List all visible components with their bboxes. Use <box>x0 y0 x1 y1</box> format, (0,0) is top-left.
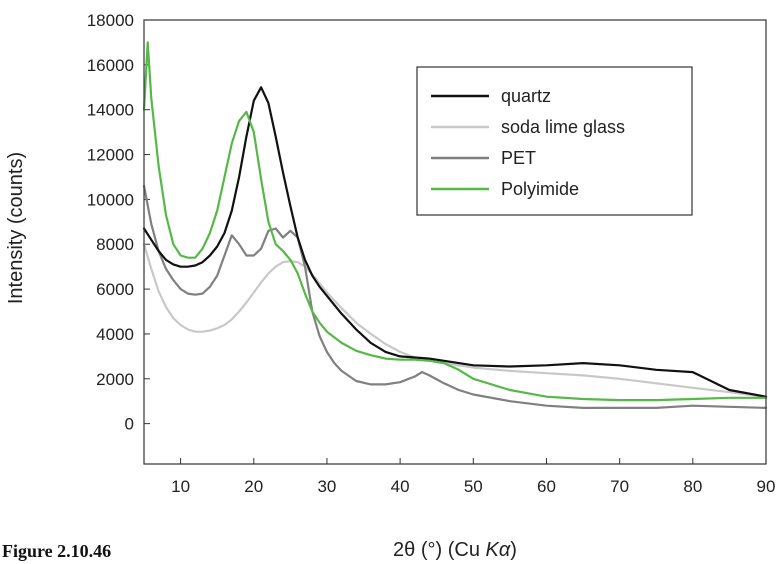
x-tick-label-20: 20 <box>244 477 263 496</box>
series-line-quartz <box>142 86 768 398</box>
y-tick-label-6000: 6000 <box>96 280 134 299</box>
y-tick-label-12000: 12000 <box>87 146 134 165</box>
legend-box <box>416 66 693 216</box>
series-line-soda-lime-glass <box>142 243 768 398</box>
x-axis-label-part-1: 2θ (°) (Cu <box>393 539 485 561</box>
legend-label-soda-lime-glass: soda lime glass <box>501 117 625 137</box>
x-axis-label-part-2: Kα <box>486 539 511 561</box>
y-tick-label-0: 0 <box>125 415 134 434</box>
legend: quartz soda lime glass PET Polyimide <box>416 66 693 216</box>
y-tick-label-10000: 10000 <box>87 190 134 209</box>
series-line-polyimide <box>142 41 768 402</box>
x-tick-labels: 10 20 30 40 50 60 70 80 90 <box>171 477 775 496</box>
y-tick-labels: 0 2000 4000 6000 8000 10000 12000 14000 16000 180… <box>87 11 134 434</box>
y-axis-label: Intensity (counts) <box>5 152 27 304</box>
x-axis-label-part-3: ) <box>510 539 517 561</box>
y-tick-label-2000: 2000 <box>96 370 134 389</box>
legend-label-pet: PET <box>501 148 536 168</box>
x-tick-label-30: 30 <box>317 477 336 496</box>
legend-label-polyimide: Polyimide <box>501 179 579 199</box>
x-tick-label-80: 80 <box>683 477 702 496</box>
x-tick-label-90: 90 <box>757 477 776 496</box>
plot-frame <box>143 19 767 465</box>
x-tick-label-50: 50 <box>464 477 483 496</box>
y-tick-label-16000: 16000 <box>87 56 134 75</box>
y-tick-label-8000: 8000 <box>96 235 134 254</box>
data-series <box>142 41 768 409</box>
x-tick-label-70: 70 <box>610 477 629 496</box>
x-tick-label-40: 40 <box>391 477 410 496</box>
series-line-pet <box>142 184 768 409</box>
legend-label-quartz: quartz <box>501 86 551 106</box>
y-tick-label-4000: 4000 <box>96 325 134 344</box>
y-tick-label-14000: 14000 <box>87 101 134 120</box>
tick-marks <box>144 19 767 464</box>
x-axis-label: 2θ (°) (Cu Kα) <box>393 539 517 561</box>
x-tick-label-60: 60 <box>537 477 556 496</box>
y-tick-label-18000: 18000 <box>87 11 134 30</box>
x-tick-label-10: 10 <box>171 477 190 496</box>
figure-caption: Figure 2.10.46 <box>2 541 112 561</box>
